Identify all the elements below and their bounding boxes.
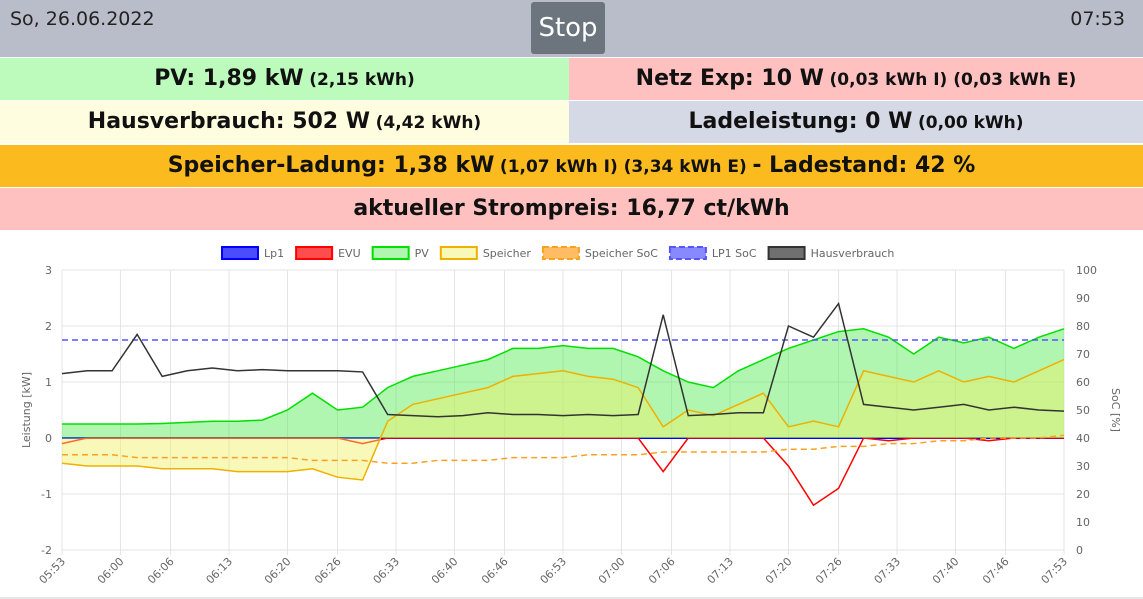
area-fill [62, 359, 1064, 480]
x-tick-label: 06:06 [145, 555, 177, 587]
y2-tick-label: 0 [1076, 544, 1083, 557]
legend: Lp1 EVU PV Speicher Speicher SoC LP1 SoC Hausv… [221, 246, 895, 260]
y-tick-label: 3 [45, 264, 52, 277]
x-tick-label: 07:26 [813, 555, 845, 587]
x-tick-label: 06:00 [95, 555, 127, 587]
status-bar: So, 26.06.2022 Stop 07:53 [0, 0, 1143, 57]
tile-value: Ladeleistung: 0 W [688, 109, 913, 134]
y-tick-label: 0 [45, 432, 52, 445]
legend-swatch [221, 246, 259, 260]
y-tick-label: -1 [41, 488, 52, 501]
series-line [62, 434, 1065, 464]
tile-value: aktueller Strompreis: 16,77 ct/kWh [353, 196, 790, 221]
legend-label: PV [415, 247, 430, 260]
legend-label: Speicher [483, 247, 532, 260]
tile-detail: (0,00 kWh) [917, 113, 1024, 133]
y-tick-label: 2 [45, 320, 52, 333]
legend-item: Lp1 [221, 246, 284, 260]
tile-value: PV: 1,89 kW [154, 66, 304, 91]
x-tick-label: 06:53 [538, 555, 570, 587]
x-tick-label: 07:53 [1039, 555, 1071, 587]
x-tick-label: 06:13 [204, 555, 236, 587]
y-tick-label: 1 [45, 376, 52, 389]
x-tick-label: 07:33 [872, 555, 904, 587]
legend-item: Speicher SoC [541, 246, 658, 260]
legend-item: Hausverbrauch [767, 246, 895, 260]
x-tick-label: 07:46 [980, 555, 1012, 587]
y2-tick-label: 70 [1076, 348, 1090, 361]
info-tile: PV: 1,89 kW (2,15 kWh) [0, 58, 569, 100]
y-tick-label: -2 [41, 544, 52, 557]
legend-swatch [541, 246, 580, 260]
info-tile: Hausverbrauch: 502 W (4,42 kWh) [0, 101, 569, 143]
series-line [61, 301, 1065, 418]
y2-tick-label: 50 [1076, 404, 1090, 417]
legend-label: Hausverbrauch [811, 247, 895, 260]
tile-value: Speicher-Ladung: 1,38 kW [167, 153, 495, 178]
y2-tick-label: 90 [1076, 292, 1090, 305]
tile-detail: (1,07 kWh I) (3,34 kWh E) [499, 157, 747, 177]
date: So, 26.06.2022 [10, 8, 155, 30]
x-tick-label: 05:53 [37, 555, 69, 587]
x-tick-label: 07:13 [705, 555, 737, 587]
series-line [61, 358, 1065, 481]
time: 07:53 [1070, 8, 1125, 30]
y2-tick-label: 10 [1076, 516, 1090, 529]
legend-swatch [668, 246, 707, 260]
tile-detail: (0,03 kWh I) (0,03 kWh E) [829, 70, 1077, 90]
y-axis-label: Leistung [kW] [20, 372, 33, 448]
legend-item: Speicher [439, 246, 532, 260]
y2-tick-label: 40 [1076, 432, 1090, 445]
y2-tick-label: 30 [1076, 460, 1090, 473]
x-tick-label: 07:40 [930, 555, 962, 587]
legend-label: EVU [338, 247, 361, 260]
tile-detail: (4,42 kWh) [375, 113, 482, 133]
legend-label: Lp1 [264, 247, 284, 260]
tile-value: Netz Exp: 10 W [635, 66, 824, 91]
info-tile: aktueller Strompreis: 16,77 ct/kWh [0, 188, 1143, 230]
legend-item: LP1 SoC [668, 246, 757, 260]
legend-swatch [439, 246, 478, 260]
x-tick-label: 06:33 [371, 555, 403, 587]
y2-tick-label: 20 [1076, 488, 1090, 501]
tile-value: Hausverbrauch: 502 W [87, 109, 371, 134]
y2-tick-label: 100 [1076, 264, 1097, 277]
series-line [62, 328, 1065, 425]
x-tick-label: 07:00 [596, 555, 628, 587]
legend-swatch [295, 246, 334, 260]
x-tick-label: 06:20 [262, 555, 294, 587]
legend-label: Speicher SoC [585, 247, 658, 260]
legend-item: EVU [295, 246, 361, 260]
legend-label: LP1 SoC [712, 247, 757, 260]
info-tile: Netz Exp: 10 W (0,03 kWh I) (0,03 kWh E) [569, 58, 1143, 100]
info-tile: Ladeleistung: 0 W (0,00 kWh) [569, 101, 1143, 143]
x-tick-label: 06:40 [429, 555, 461, 587]
legend-item: PV [371, 246, 430, 260]
x-tick-label: 06:46 [479, 555, 511, 587]
info-tile: Speicher-Ladung: 1,38 kW (1,07 kWh I) (3… [0, 145, 1143, 187]
legend-swatch [767, 246, 806, 260]
tile-value: - Ladestand: 42 % [752, 153, 976, 178]
series-line [61, 437, 1064, 507]
stop-button[interactable]: Stop [531, 2, 605, 54]
y2-axis-label: SoC [%] [1109, 388, 1122, 432]
area-fill [62, 328, 1064, 438]
x-tick-label: 06:26 [312, 555, 344, 587]
y2-tick-label: 60 [1076, 376, 1090, 389]
y2-tick-label: 80 [1076, 320, 1090, 333]
x-tick-label: 07:20 [763, 555, 795, 587]
legend-swatch [371, 246, 410, 260]
tile-detail: (2,15 kWh) [309, 70, 415, 90]
x-tick-label: 07:06 [646, 555, 678, 587]
